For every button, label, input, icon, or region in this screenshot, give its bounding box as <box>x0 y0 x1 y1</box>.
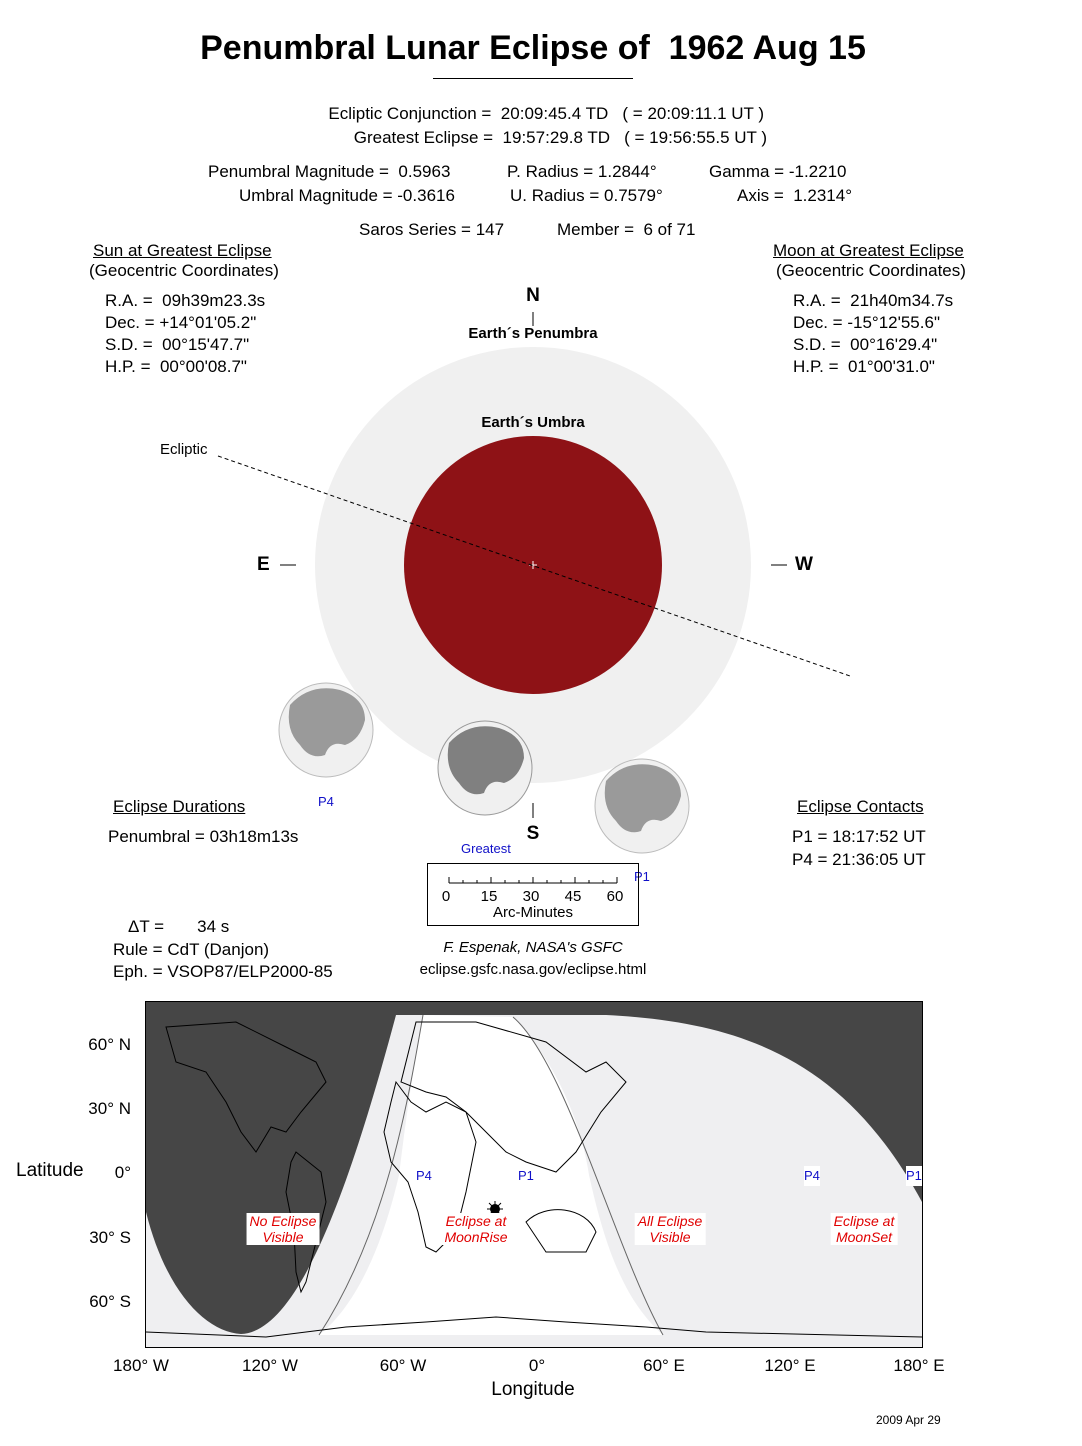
u-radius: U. Radius = 0.7579° <box>510 186 663 205</box>
map-contact-p4-west: P4 <box>416 1166 432 1186</box>
scale-tick-30: 30 <box>522 888 540 905</box>
rule: Rule = CdT (Danjon) <box>113 940 270 959</box>
penumbral-duration: Penumbral = 03h18m13s <box>108 827 299 846</box>
credit-url[interactable]: eclipse.gsfc.nasa.gov/eclipse.html <box>419 961 647 978</box>
contacts-heading: Eclipse Contacts <box>797 797 924 816</box>
lon-tick-180w: 180° W <box>113 1356 169 1375</box>
page-title: Penumbral Lunar Eclipse of 1962 Aug 15 <box>200 29 866 67</box>
sun-subheading: (Geocentric Coordinates) <box>89 261 279 280</box>
lon-tick-60e: 60° E <box>643 1356 685 1375</box>
moon-hp: H.P. = 01°00'31.0" <box>793 357 935 376</box>
moon-greatest <box>437 720 533 816</box>
moon-p4 <box>278 682 374 778</box>
saros-series: Saros Series = 147 <box>359 220 505 239</box>
sun-sd: S.D. = 00°15'47.7" <box>105 335 250 354</box>
ecliptic-label: Ecliptic <box>160 441 208 458</box>
eclipse-diagram <box>217 312 851 854</box>
map-contact-p1-west: P1 <box>518 1166 534 1186</box>
moon-heading: Moon at Greatest Eclipse <box>773 241 964 260</box>
ecliptic-conjunction: Ecliptic Conjunction = 20:09:45.4 TD ( =… <box>328 104 764 123</box>
moonset-label: Eclipse at MoonSet <box>830 1213 898 1245</box>
lon-tick-180e: 180° E <box>893 1356 945 1375</box>
lat-tick-60s: 60° S <box>89 1292 131 1311</box>
scale-tick-15: 15 <box>480 888 498 905</box>
sub-lunar-point-icon <box>487 1201 503 1217</box>
all-eclipse-label: All Eclipse Visible <box>634 1213 706 1245</box>
gamma: Gamma = -1.2210 <box>709 162 847 181</box>
sun-hp: H.P. = 00°00'08.7" <box>105 357 247 376</box>
ephemeris: Eph. = VSOP87/ELP2000-85 <box>113 962 333 981</box>
map-contact-p4-east: P4 <box>804 1166 820 1186</box>
umbra-label: Earth´s Umbra <box>481 414 585 431</box>
moon-dec: Dec. = -15°12'55.6" <box>793 313 940 332</box>
east-label: E <box>257 554 270 575</box>
moon-p1 <box>594 758 690 854</box>
durations-heading: Eclipse Durations <box>113 797 246 816</box>
penumbra-label: Earth´s Penumbra <box>468 325 598 342</box>
lon-tick-60w: 60° W <box>379 1356 427 1375</box>
moon-ra: R.A. = 21h40m34.7s <box>793 291 954 310</box>
greatest-eclipse: Greatest Eclipse = 19:57:29.8 TD ( = 19:… <box>353 128 767 147</box>
sun-dec: Dec. = +14°01'05.2" <box>105 313 257 332</box>
lat-tick-60n: 60° N <box>88 1035 131 1054</box>
visibility-map <box>145 1001 923 1348</box>
total-visibility-region <box>319 1015 663 1335</box>
axis: Axis = 1.2314° <box>737 186 853 205</box>
scale-tick-60: 60 <box>606 888 624 905</box>
p-radius: P. Radius = 1.2844° <box>507 162 657 181</box>
date-stamp: 2009 Apr 29 <box>876 1413 941 1427</box>
sun-ra: R.A. = 09h39m23.3s <box>105 291 266 310</box>
south-label: S <box>526 823 540 844</box>
lat-tick-30s: 30° S <box>89 1228 131 1247</box>
p1-label: P1 <box>634 869 650 884</box>
lon-tick-120w: 120° W <box>242 1356 298 1375</box>
map-y-label: Latitude <box>16 1160 84 1181</box>
map-contact-p1-east: P1 <box>906 1166 922 1186</box>
coastlines <box>146 1021 922 1338</box>
scale-tick-0: 0 <box>441 888 451 905</box>
lat-tick-30n: 30° N <box>88 1099 131 1118</box>
delta-t: ΔT = 34 s <box>128 917 230 936</box>
penumbral-magnitude: Penumbral Magnitude = 0.5963 <box>208 162 451 181</box>
map-x-label: Longitude <box>491 1379 575 1400</box>
no-eclipse-label: No Eclipse Visible <box>246 1213 320 1245</box>
umbral-magnitude: Umbral Magnitude = -0.3616 <box>239 186 455 205</box>
moon-subheading: (Geocentric Coordinates) <box>776 261 966 280</box>
contact-p4: P4 = 21:36:05 UT <box>792 850 926 869</box>
lon-tick-120e: 120° E <box>764 1356 816 1375</box>
moon-sd: S.D. = 00°16'29.4" <box>793 335 938 354</box>
arc-minute-scale: 0 15 30 45 60 Arc-Minutes <box>427 863 639 926</box>
lat-tick-0: 0° <box>114 1163 131 1182</box>
lon-tick-0: 0° <box>528 1356 546 1375</box>
sun-heading: Sun at Greatest Eclipse <box>93 241 272 260</box>
saros-member: Member = 6 of 71 <box>557 220 696 239</box>
west-label: W <box>795 554 813 575</box>
moonrise-label: Eclipse at MoonRise <box>441 1213 511 1245</box>
title-rule <box>433 78 633 79</box>
contact-p1: P1 = 18:17:52 UT <box>792 827 926 846</box>
greatest-label: Greatest <box>461 841 511 856</box>
scale-label: Arc-Minutes <box>492 904 574 921</box>
p4-label: P4 <box>318 794 334 809</box>
credit-author: F. Espenak, NASA's GSFC <box>443 939 623 956</box>
scale-tick-45: 45 <box>564 888 582 905</box>
north-label: N <box>526 285 540 306</box>
